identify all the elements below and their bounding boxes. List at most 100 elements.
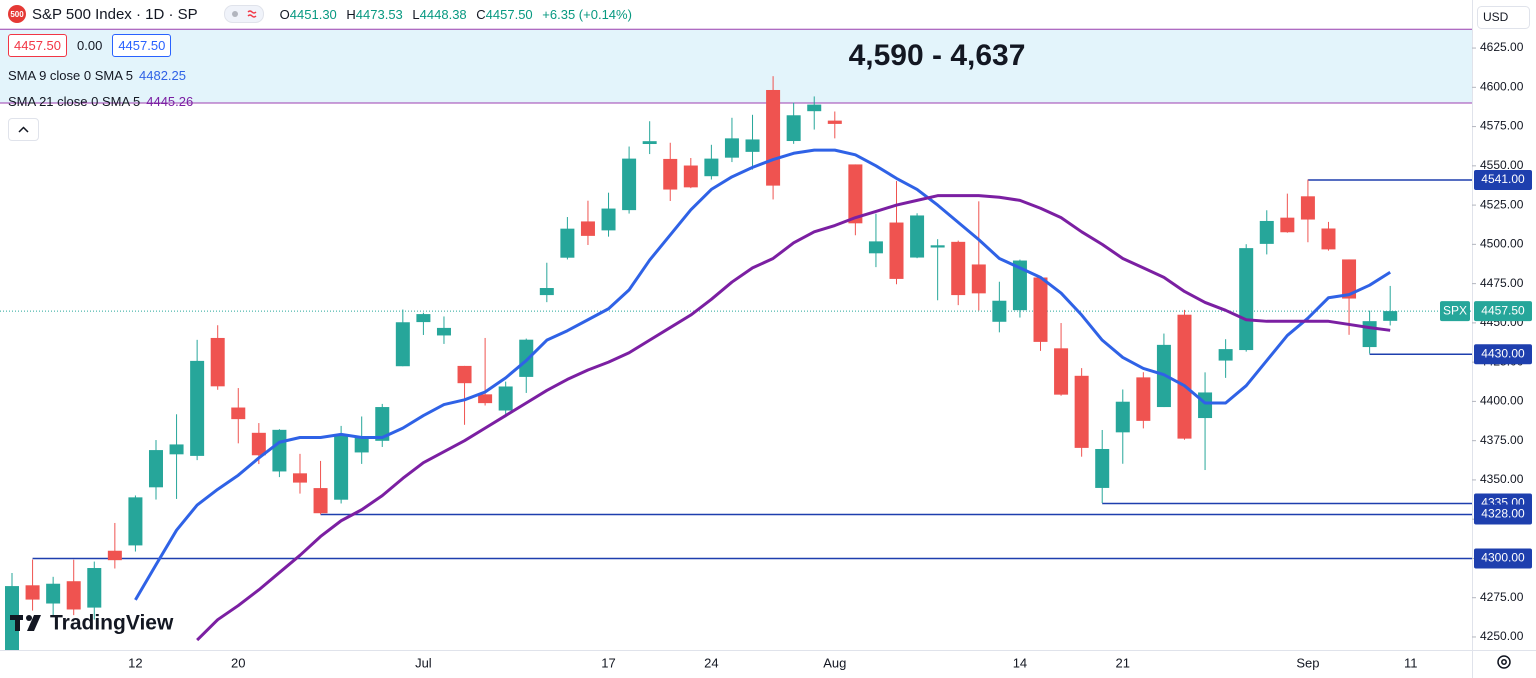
candle-body	[498, 386, 513, 411]
candle-body	[889, 222, 904, 279]
candle-body	[1218, 349, 1233, 361]
y-tick-label: 4250.00	[1480, 629, 1524, 643]
y-tick-label: 4525.00	[1480, 197, 1524, 211]
x-tick-label: 20	[231, 655, 245, 670]
x-tick-label: 17	[601, 655, 615, 670]
y-tick-label: 4500.00	[1480, 237, 1524, 251]
y-tick-label: 4275.00	[1480, 590, 1524, 604]
candle-body	[868, 241, 883, 254]
level-tag	[1474, 548, 1532, 569]
price-axis-bg	[1472, 0, 1536, 678]
level-tag-label: 4430.00	[1481, 346, 1525, 360]
time-axis-bg	[0, 650, 1472, 678]
trade-row: 4457.50 0.00 4457.50	[8, 34, 172, 57]
ohlc-value: 4448.38	[419, 6, 467, 22]
candle-body	[786, 115, 801, 142]
ohlc-value: 4451.30	[289, 6, 337, 22]
level-tag	[1474, 169, 1532, 190]
candle-body	[807, 104, 822, 112]
price-tag	[1474, 301, 1532, 322]
candle-body	[1300, 196, 1315, 220]
symbol-tag	[1440, 301, 1470, 322]
x-tick-label: Jul	[415, 655, 432, 670]
indicator-name: SMA 21 close 0 SMA 5	[8, 94, 141, 109]
candle-body	[457, 365, 472, 384]
candle-body	[827, 120, 842, 124]
buy-button[interactable]: 4457.50	[112, 34, 172, 57]
x-tick-label: Aug	[823, 655, 846, 670]
candle-body	[231, 407, 246, 420]
candle-body	[971, 264, 986, 294]
price-tag-label: 4457.50	[1481, 303, 1525, 317]
candle-body	[148, 450, 163, 488]
candle-body	[601, 208, 616, 231]
collapse-button[interactable]	[8, 118, 39, 141]
candle-body	[436, 327, 451, 336]
y-tick-label: 4550.00	[1480, 158, 1524, 172]
candle-body	[1074, 375, 1089, 448]
candle-body	[745, 139, 760, 152]
level-tag-label: 4541.00	[1481, 172, 1525, 186]
candle-body	[992, 300, 1007, 322]
x-tick-label: 21	[1116, 655, 1130, 670]
indicator-name: SMA 9 close 0 SMA 5	[8, 68, 134, 83]
indicator-legend[interactable]: SMA 21 close 0 SMA 5 4445.26	[8, 94, 193, 109]
ohlc-key: H	[346, 6, 356, 22]
candle-body	[951, 241, 966, 296]
candle-body	[1362, 321, 1377, 348]
candle-body	[642, 141, 657, 145]
candle-body	[1321, 228, 1336, 250]
settings-icon[interactable]	[1497, 655, 1511, 669]
candle-body	[1383, 311, 1398, 321]
candle-body	[766, 89, 781, 186]
candle-body	[87, 568, 102, 608]
zone-label: 4,590 - 4,637	[849, 39, 1026, 72]
x-tick-label: 12	[128, 655, 142, 670]
candle-body	[1280, 217, 1295, 233]
y-tick-label: 4400.00	[1480, 394, 1524, 408]
sell-button[interactable]: 4457.50	[8, 34, 67, 57]
candle-body	[539, 288, 554, 296]
ohlc-key: C	[476, 6, 486, 22]
indicator-legend[interactable]: SMA 9 close 0 SMA 5 4482.25	[8, 68, 186, 83]
ohlc-key: L	[412, 6, 420, 22]
candle-body	[169, 444, 184, 455]
ohlc: O4451.30 H4473.53 L4448.38 C4457.50 +6.3…	[280, 7, 638, 22]
candle-body	[1115, 401, 1130, 433]
symbol-row: 500 S&P 500 Index · 1D · SP O4451.30 H44…	[8, 5, 638, 23]
axes: 4250.004275.004300.004325.004350.004375.…	[128, 40, 1532, 670]
ohlc-key: O	[279, 6, 290, 22]
x-tick-label: Sep	[1296, 655, 1319, 670]
candle-body	[560, 228, 575, 258]
candle-body	[1033, 277, 1048, 342]
x-tick-label: 14	[1013, 655, 1027, 670]
indicator-value: 4482.25	[139, 68, 187, 83]
y-tick-label: 4575.00	[1480, 119, 1524, 133]
plot-area: 4,590 - 4,637	[0, 28, 1472, 650]
candle-body	[375, 407, 390, 441]
x-tick-label: 24	[704, 655, 718, 670]
ohlc-value: 4473.53	[355, 6, 403, 22]
spread: 0.00	[77, 38, 103, 53]
y-tick-label: 4625.00	[1480, 40, 1524, 54]
candle-body	[190, 360, 205, 456]
symbol-title[interactable]: S&P 500 Index · 1D · SP	[32, 5, 198, 23]
chevron	[18, 126, 29, 133]
sma-line	[196, 194, 1391, 642]
currency-button[interactable]	[1477, 6, 1530, 29]
candle-body	[25, 585, 40, 600]
y-tick-label: 4600.00	[1480, 79, 1524, 93]
y-tick-label: 4375.00	[1480, 433, 1524, 447]
candle-body	[683, 165, 698, 188]
symbol-badge: 500	[8, 5, 26, 23]
candle-body	[251, 432, 266, 456]
level-tag	[1474, 344, 1532, 365]
candle-body	[1259, 220, 1274, 244]
indicator-pills[interactable]	[223, 5, 264, 23]
candle-body	[704, 158, 719, 177]
level-tag-label: 4328.00	[1481, 507, 1525, 521]
level-tag-label: 4300.00	[1481, 551, 1525, 565]
x-tick-label: 11	[1404, 655, 1418, 670]
candle-body	[1136, 377, 1151, 421]
